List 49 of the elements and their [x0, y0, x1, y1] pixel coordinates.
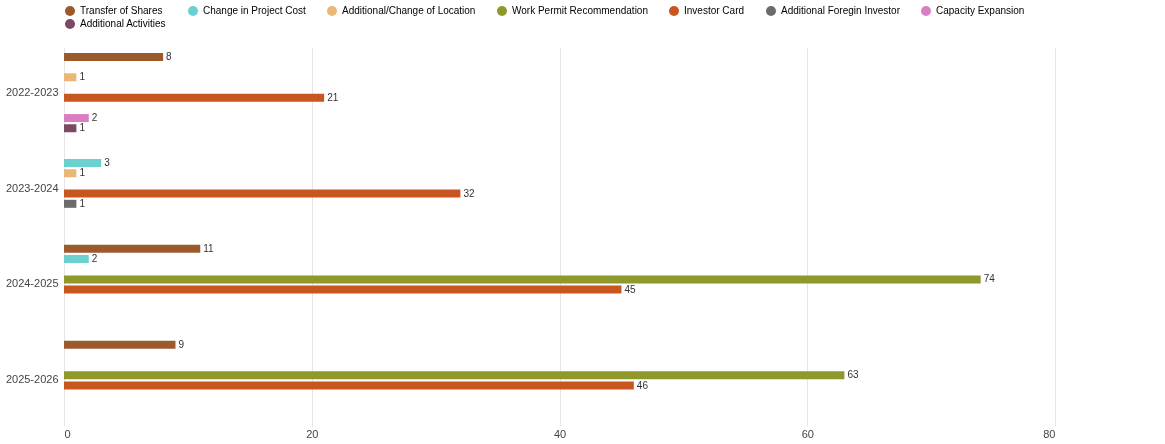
bar	[64, 169, 77, 178]
data-label: 32	[463, 187, 475, 199]
y-tick-label: 2025-2026	[5, 373, 59, 386]
bar	[64, 381, 634, 390]
data-label: 74	[983, 273, 996, 285]
data-label: 21	[327, 91, 339, 103]
x-tick-label: 20	[306, 427, 319, 440]
bar	[64, 275, 981, 284]
legend-label: Transfer of Shares	[80, 5, 163, 16]
legend-label: Additional/Change of Location	[342, 5, 476, 16]
bar	[64, 254, 89, 263]
data-label: 2	[91, 112, 98, 124]
bar	[64, 124, 77, 133]
bar	[64, 189, 461, 198]
bar	[64, 73, 77, 82]
bar	[64, 371, 845, 380]
data-label: 2	[91, 252, 98, 264]
x-tick-label: 40	[553, 427, 567, 440]
bar	[64, 114, 89, 123]
data-label: 1	[79, 122, 86, 134]
data-label: 9	[178, 338, 185, 350]
bar	[64, 285, 622, 294]
legend-label: Capacity Expansion	[936, 5, 1025, 16]
x-tick-label: 60	[801, 427, 814, 440]
data-label: 45	[624, 283, 636, 295]
x-tick-label: 80	[1043, 427, 1056, 440]
y-tick-label: 2024-2025	[5, 277, 59, 290]
y-tick-label: 2022-2023	[5, 85, 59, 98]
bar	[64, 244, 201, 253]
bar	[64, 93, 325, 102]
legend-label: Additional Activities	[80, 18, 166, 29]
bar	[64, 52, 164, 61]
data-label: 63	[847, 369, 859, 381]
bar	[64, 159, 102, 168]
data-label: 1	[79, 71, 86, 83]
data-label: 11	[203, 242, 215, 254]
legend-label: Additional Foregin Investor	[781, 5, 901, 16]
bar	[64, 340, 176, 349]
x-tick-label: 0	[64, 427, 71, 440]
legend-label: Work Permit Recommendation	[512, 5, 648, 16]
data-label: 3	[104, 157, 111, 169]
data-label: 46	[636, 379, 649, 391]
y-tick-label: 2023-2024	[5, 181, 59, 194]
data-label: 1	[79, 167, 86, 179]
data-label: 8	[166, 50, 173, 62]
legend-label: Investor Card	[684, 5, 745, 16]
legend-label: Change in Project Cost	[203, 5, 307, 16]
bar	[64, 199, 77, 208]
data-label: 1	[79, 197, 86, 209]
